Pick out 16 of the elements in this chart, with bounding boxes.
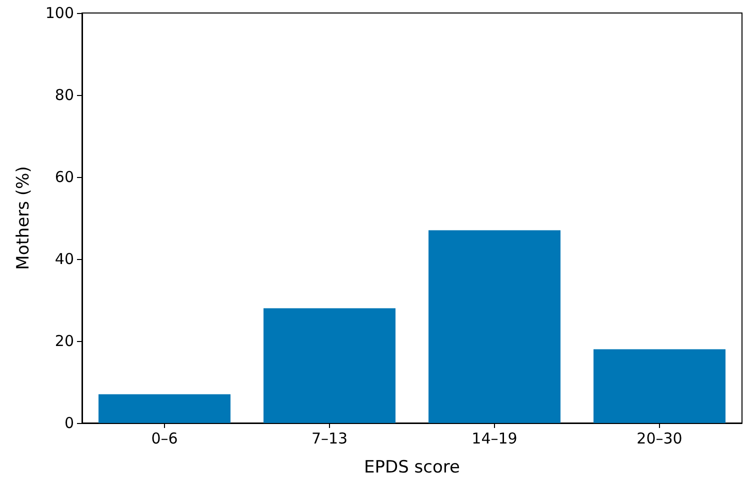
y-axis-title: Mothers (%): [14, 166, 34, 270]
x-tick-label: 14–19: [472, 430, 518, 448]
x-tick-label: 0–6: [151, 430, 178, 448]
bar: [264, 308, 396, 423]
y-tick-label: 40: [54, 250, 74, 268]
y-tick-label: 100: [45, 4, 74, 22]
x-axis-title: EPDS score: [364, 458, 460, 478]
y-tick-label: 60: [54, 168, 74, 186]
bar: [428, 230, 560, 423]
bar: [594, 349, 726, 423]
y-tick-label: 0: [64, 414, 74, 432]
y-tick-label: 20: [54, 332, 74, 350]
x-tick-label: 20–30: [636, 430, 682, 448]
x-tick-label: 7–13: [311, 430, 348, 448]
bar: [98, 394, 230, 423]
y-tick-label: 80: [54, 86, 74, 104]
